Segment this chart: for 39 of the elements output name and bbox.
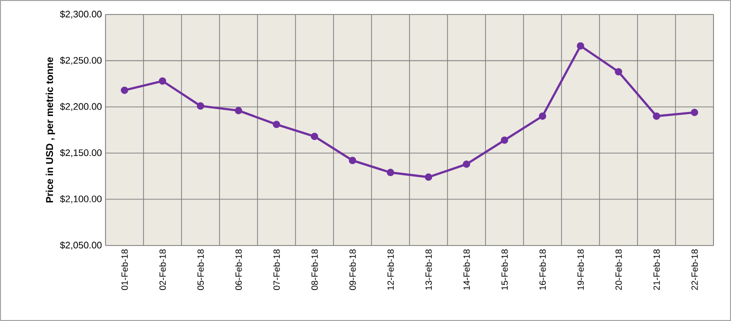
point <box>424 173 432 181</box>
point <box>576 42 584 50</box>
x-tick-label: 14-Feb-18 <box>463 249 470 290</box>
x-tick-label: 16-Feb-18 <box>539 249 546 290</box>
point <box>462 160 470 168</box>
x-tick-label: 07-Feb-18 <box>273 249 280 290</box>
x-tick-label: 02-Feb-18 <box>159 249 166 290</box>
x-tick-label: 22-Feb-18 <box>691 249 698 290</box>
y-tick-label: $2,200.00 <box>60 102 102 112</box>
point <box>690 108 698 116</box>
point <box>348 156 356 164</box>
point <box>120 86 128 94</box>
y-tick-label: $2,100.00 <box>60 195 102 204</box>
point <box>500 136 508 144</box>
x-tick-label: 19-Feb-18 <box>577 249 584 290</box>
x-tick-label: 20-Feb-18 <box>615 249 622 290</box>
x-tick-label: 01-Feb-18 <box>121 249 128 290</box>
y-tick-label: $2,300.00 <box>60 10 102 19</box>
point <box>538 112 546 120</box>
point <box>272 120 280 128</box>
y-tick-label: $2,050.00 <box>60 241 102 250</box>
x-tick-label: 08-Feb-18 <box>311 249 318 290</box>
y-axis-title: Price in USD , per metric tonne <box>46 57 56 202</box>
x-tick-label: 12-Feb-18 <box>387 249 394 290</box>
x-tick-label: 21-Feb-18 <box>653 249 660 290</box>
x-tick-label: 13-Feb-18 <box>425 249 432 290</box>
point <box>386 168 394 176</box>
point <box>158 77 166 85</box>
y-tick-label: $2,250.00 <box>60 56 102 65</box>
point <box>310 132 318 140</box>
point <box>652 112 660 120</box>
point <box>234 106 242 114</box>
x-tick-label: 09-Feb-18 <box>349 249 356 290</box>
x-tick-label: 06-Feb-18 <box>235 249 242 290</box>
x-tick-label: 05-Feb-18 <box>197 249 204 290</box>
point <box>614 68 622 76</box>
y-tick-label: $2,150.00 <box>60 148 102 158</box>
x-tick-label: 15-Feb-18 <box>501 249 508 290</box>
point <box>196 102 204 110</box>
